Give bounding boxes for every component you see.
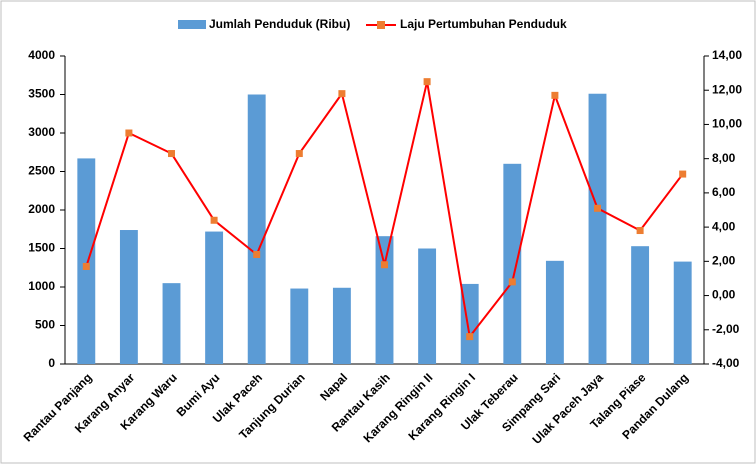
line-marker — [466, 333, 474, 341]
line-marker — [636, 227, 644, 235]
bar — [332, 287, 351, 364]
line-marker — [168, 150, 175, 158]
y-tick-label: 1000 — [28, 279, 55, 293]
y2-tick-label: 14,00 — [712, 48, 742, 62]
y2-tick-label: 10,00 — [712, 117, 742, 131]
bar — [205, 231, 224, 364]
y2-tick-label: 6,00 — [712, 185, 736, 199]
line-marker — [551, 91, 559, 99]
line-marker — [594, 204, 601, 212]
bar — [673, 261, 692, 364]
line-marker — [338, 90, 346, 98]
legend-label: Jumlah Penduduk (Ribu) — [209, 17, 350, 31]
bar — [631, 246, 650, 364]
bar — [77, 158, 96, 364]
y2-tick-label: -4,00 — [712, 356, 740, 370]
line-marker — [210, 216, 218, 224]
y-tick-label: 2500 — [28, 164, 55, 178]
y-tick-label: 3500 — [28, 87, 55, 101]
line-marker — [82, 262, 90, 270]
legend: Jumlah Penduduk (Ribu) Laju Pertumbuhan … — [178, 17, 567, 31]
y-tick-label: 3000 — [28, 125, 55, 139]
y2-tick-label: 2,00 — [712, 254, 736, 268]
line-marker — [253, 250, 261, 258]
y-tick-label: 1500 — [28, 241, 55, 255]
legend-label: Laju Pertumbuhan Penduduk — [400, 17, 567, 31]
line-marker — [679, 170, 687, 178]
bar — [162, 283, 181, 364]
y-tick-label: 0 — [48, 356, 55, 370]
legend-marker — [377, 21, 385, 29]
bar — [247, 94, 266, 364]
y2-tick-label: -2,00 — [712, 322, 740, 336]
line-marker — [125, 129, 133, 137]
line-marker — [381, 261, 388, 269]
legend-swatch — [178, 20, 206, 29]
y2-tick-label: 12,00 — [712, 82, 742, 96]
y-tick-label: 4000 — [28, 48, 55, 62]
y2-tick-label: 8,00 — [712, 151, 736, 165]
y2-tick-label: 4,00 — [712, 219, 736, 233]
line-marker — [423, 78, 431, 86]
y-tick-label: 500 — [35, 318, 55, 332]
bar — [588, 93, 607, 364]
line-marker — [295, 150, 303, 158]
bar — [375, 236, 394, 364]
y-tick-label: 2000 — [28, 202, 55, 216]
bar — [503, 163, 522, 364]
y2-tick-label: 0,00 — [712, 288, 736, 302]
bar — [290, 288, 309, 364]
bar — [545, 260, 564, 364]
bar — [119, 230, 138, 364]
bar — [418, 248, 437, 364]
line-marker — [508, 278, 516, 286]
